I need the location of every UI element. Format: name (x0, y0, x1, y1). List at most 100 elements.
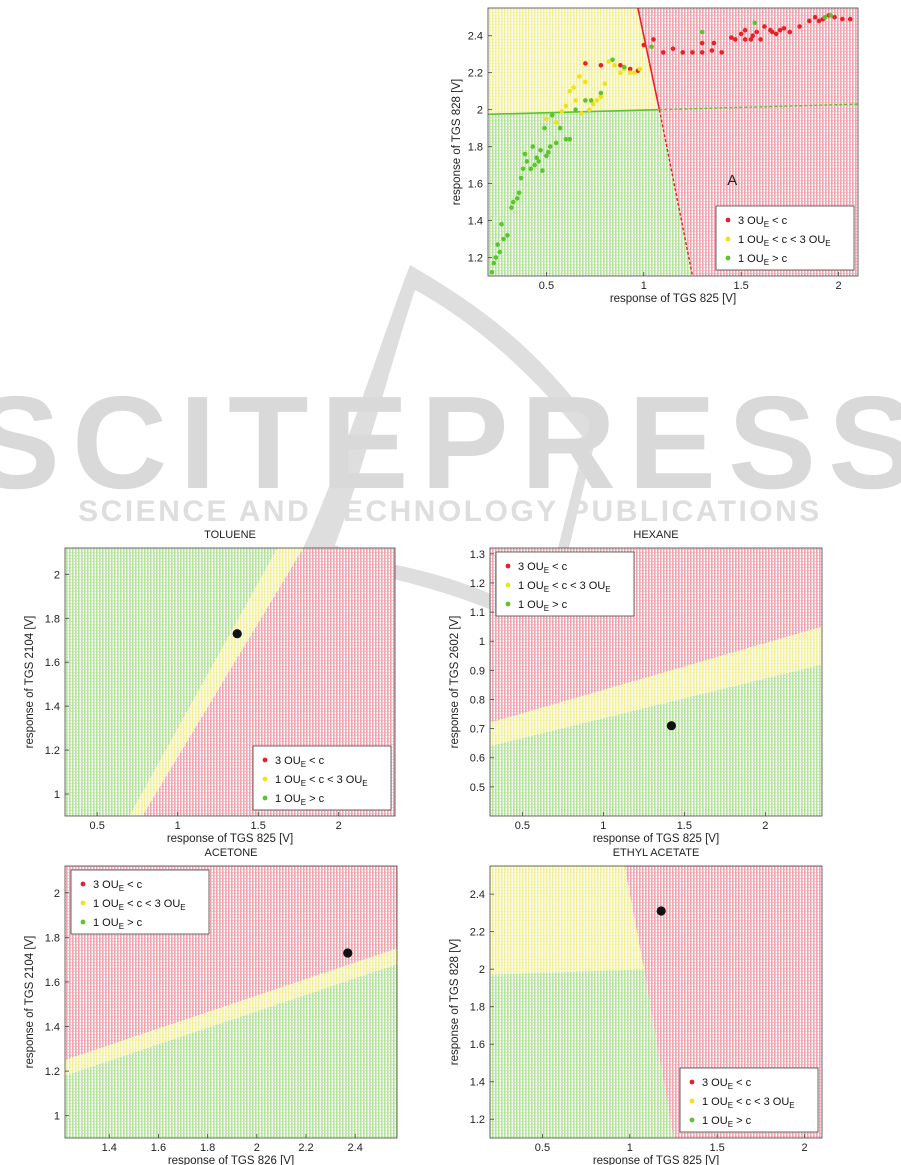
x-tick-label: 2 (835, 280, 841, 292)
chart-title: ETHYL ACETATE (613, 847, 700, 859)
plot-area (490, 548, 822, 816)
x-tick-label: 2 (254, 1142, 260, 1154)
y-axis-label: response of TGS 2602 [V] (449, 616, 461, 749)
x-tick-label: 2 (801, 1142, 807, 1154)
legend-swatch-green (80, 919, 86, 925)
point-yellow (559, 109, 565, 114)
point-red (699, 50, 705, 55)
y-tick-label: 1.6 (45, 977, 60, 989)
y-tick-label: 2.4 (468, 31, 483, 43)
legend-swatch-red (262, 757, 268, 763)
point-yellow (587, 107, 592, 112)
x-tick-label: 2.4 (348, 1142, 363, 1154)
point-yellow (627, 70, 633, 75)
legend-entry-red: 3 OUE < c (275, 755, 325, 769)
point-green (546, 149, 551, 155)
plot-frame (487, 7, 859, 277)
region-green (490, 664, 822, 816)
region-yellow (490, 866, 644, 975)
point-red (750, 33, 756, 38)
point-green (497, 249, 502, 255)
region-green (65, 964, 397, 1138)
x-tick-label: 2 (336, 820, 342, 832)
legend: 3 OUE < c 1 OUE < c < 3 OUE 1 OUE > c (715, 205, 855, 271)
y-tick-label: 1.4 (468, 216, 483, 228)
point-green (553, 140, 559, 146)
y-tick-label: 1.2 (45, 1066, 60, 1078)
y-axis-label: response of TGS 828 [V] (451, 79, 463, 205)
y-tick-label: 1.2 (470, 578, 485, 590)
x-tick-label: 0.5 (539, 280, 554, 292)
legend-box (70, 869, 210, 935)
point-yellow (590, 101, 596, 107)
sample-marker (666, 721, 676, 731)
y-tick-label: 1.3 (470, 549, 485, 561)
point-green (495, 242, 500, 247)
point-red (618, 63, 623, 68)
region-yellow (65, 948, 397, 1076)
plot-frame (489, 547, 823, 817)
x-axis-label: response of TGS 825 [V] (593, 833, 719, 845)
x-tick-label: 1.4 (102, 1142, 117, 1154)
x-tick-label: 1 (600, 820, 606, 832)
point-yellow (577, 74, 582, 79)
point-green (583, 98, 588, 103)
point-red (719, 50, 724, 55)
point-green (573, 107, 578, 112)
x-tick-label: 2.2 (298, 1142, 313, 1154)
legend-entry-red: 3 OUE < c (738, 215, 788, 229)
point-red (742, 27, 748, 33)
legend-swatch-yellow (725, 236, 731, 242)
y-tick-label: 2 (54, 888, 60, 900)
chart-a-scatter: 0.5 1 1.5 2 1.2 1.4 1.6 1.8 2 2.2 2.4 response of T… (451, 7, 859, 305)
legend-swatch-red (725, 217, 731, 223)
x-tick-label: 1.5 (677, 820, 692, 832)
legend-entry-green: 1 OUE > c (702, 1115, 752, 1129)
point-green (528, 166, 534, 172)
point-green (511, 199, 516, 205)
legend-swatch-green (689, 1117, 695, 1123)
point-green (489, 270, 495, 275)
point-yellow (606, 59, 611, 64)
point-green (588, 98, 594, 103)
point-green (649, 44, 654, 50)
point-red (777, 27, 783, 33)
region-yellow (488, 8, 660, 116)
watermark-tagline: SCIENCE AND TECHNOLOGY PUBLICATIONS (78, 495, 822, 528)
point-red (699, 40, 705, 46)
plot-frame (489, 865, 823, 1139)
x-tick-label: 1.6 (151, 1142, 166, 1154)
point-green (540, 168, 545, 173)
point-green (822, 14, 828, 20)
y-tick-label: 1.6 (470, 1039, 485, 1051)
legend-swatch-green (725, 255, 731, 261)
y-tick-label: 1.1 (470, 607, 485, 619)
point-red (711, 40, 717, 46)
point-red (807, 18, 812, 24)
point-red (840, 16, 845, 22)
y-tick-label: 1.2 (470, 1114, 485, 1126)
legend-entry-yellow: 1 OUE < c < 3 OUE (738, 234, 831, 248)
point-green (524, 159, 530, 164)
plot-area (490, 866, 822, 1138)
legend-box (715, 205, 855, 271)
legend-swatch-red (689, 1079, 695, 1085)
point-red (680, 50, 685, 55)
y-tick-label: 1.2 (468, 253, 483, 265)
legend-swatch-yellow (80, 900, 86, 906)
legend-entry-yellow: 1 OUE < c < 3 OUE (93, 898, 186, 912)
y-tick-label: 0.5 (470, 782, 485, 794)
legend-swatch-green (262, 795, 268, 801)
y-tick-label: 1.4 (45, 1022, 60, 1034)
y-tick-label: 1 (479, 636, 485, 648)
x-tick-label: 1 (641, 280, 647, 292)
plot-frame (64, 547, 396, 817)
point-yellow (594, 98, 600, 103)
y-tick-label: 0.9 (470, 665, 485, 677)
boundary-green-dashed (659, 103, 858, 111)
x-tick-label: 1.8 (200, 1142, 215, 1154)
region-green (490, 969, 674, 1138)
point-red (627, 66, 633, 72)
point-yellow (637, 66, 643, 72)
legend: 3 OUE < c 1 OUE < c < 3 OUE 1 OUE > c (70, 869, 210, 935)
